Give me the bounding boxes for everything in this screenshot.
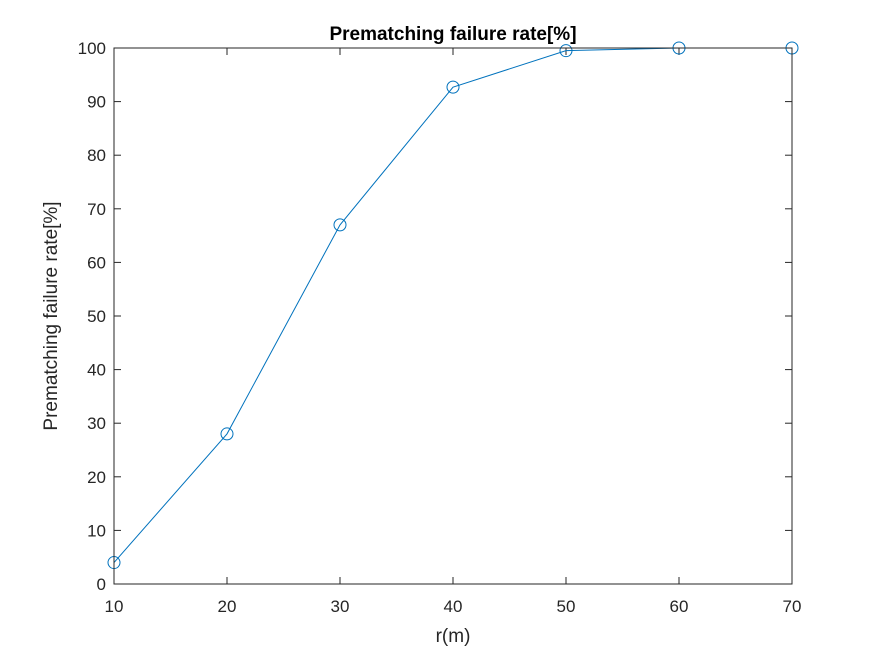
data-point-marker bbox=[559, 44, 573, 58]
y-tick-label: 90 bbox=[87, 93, 106, 112]
x-tick-label: 20 bbox=[218, 597, 237, 616]
y-tick-label: 0 bbox=[97, 575, 106, 594]
y-tick-label: 30 bbox=[87, 414, 106, 433]
y-tick-label: 60 bbox=[87, 253, 106, 272]
x-tick-label: 50 bbox=[557, 597, 576, 616]
y-tick-label: 20 bbox=[87, 468, 106, 487]
y-axis-label: Prematching failure rate[%] bbox=[41, 201, 62, 430]
x-tick-label: 60 bbox=[670, 597, 689, 616]
x-tick-label: 40 bbox=[444, 597, 463, 616]
x-axis-label: r(m) bbox=[436, 626, 471, 647]
y-tick-label: 80 bbox=[87, 146, 106, 165]
y-tick-label: 70 bbox=[87, 200, 106, 219]
plot-area bbox=[114, 48, 792, 584]
y-tick-label: 10 bbox=[87, 521, 106, 540]
x-tick-label: 30 bbox=[331, 597, 350, 616]
chart-title: Prematching failure rate[%] bbox=[329, 24, 576, 45]
tick-labels: 10 20 30 40 50 60 70 0 10 20 30 40 50 60 70 80 90 100 bbox=[78, 39, 802, 616]
y-tick-label: 100 bbox=[78, 39, 106, 58]
data-point-marker bbox=[333, 218, 347, 232]
axes-box bbox=[113, 47, 793, 585]
x-tick-label: 10 bbox=[105, 597, 124, 616]
y-tick-label: 50 bbox=[87, 307, 106, 326]
y-tick-label: 40 bbox=[87, 361, 106, 380]
x-tick-label: 70 bbox=[783, 597, 802, 616]
data-point-marker bbox=[220, 427, 234, 441]
data-point-marker bbox=[446, 80, 460, 94]
